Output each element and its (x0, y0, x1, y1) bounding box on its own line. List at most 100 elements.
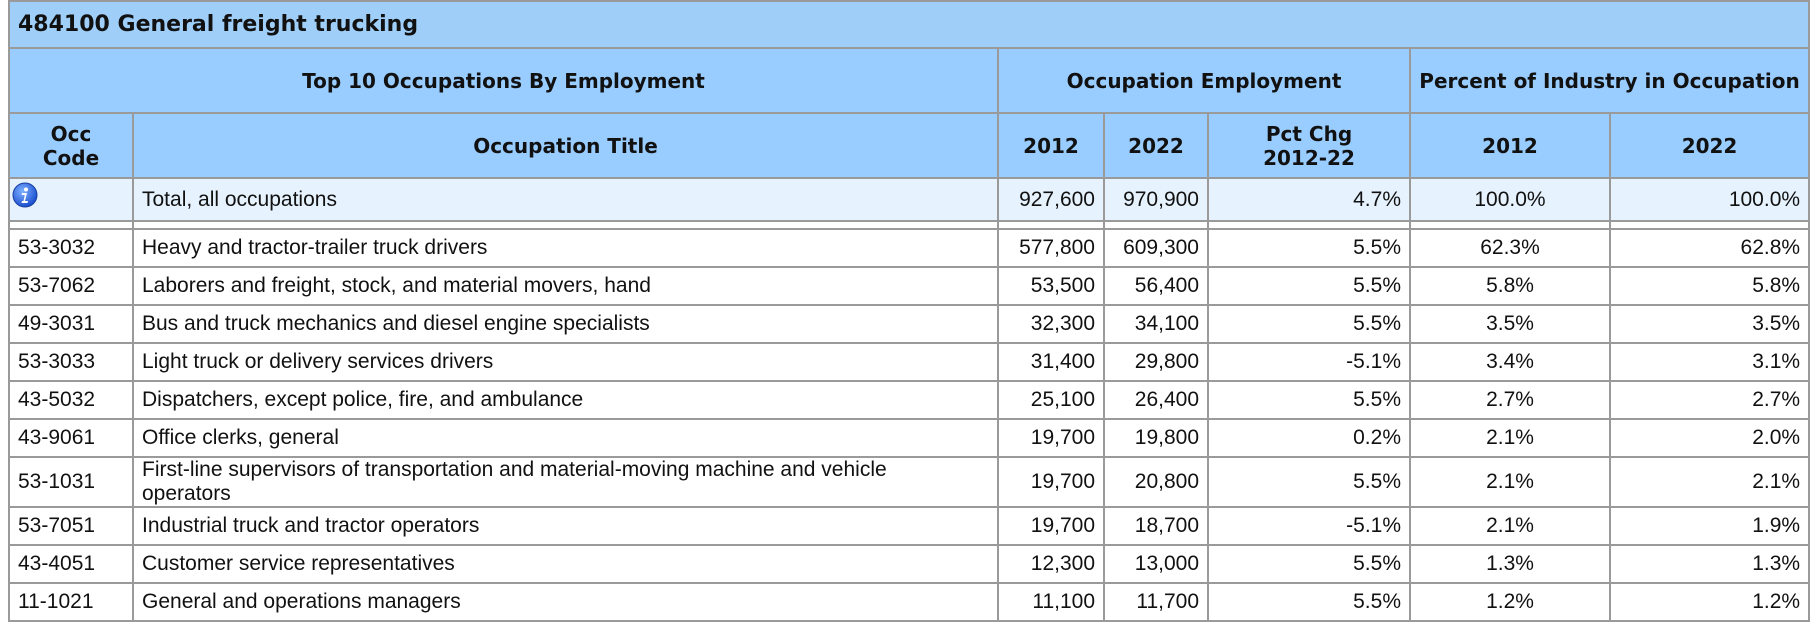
cell-value: 3.1% (1608, 342, 1811, 382)
occupation-title: Total, all occupations (132, 177, 999, 222)
occ-code: 43-5032 (8, 380, 134, 420)
cell-value: 62.8% (1608, 228, 1811, 268)
occupation-title: Laborers and freight, stock, and materia… (132, 266, 999, 306)
data-row: 43-5032 Dispatchers, except police, fire,… (8, 380, 1811, 420)
occupation-title: First-line supervisors of transportation… (132, 456, 999, 508)
cell-value: 26,400 (1103, 380, 1209, 420)
cell-value: 5.5% (1207, 380, 1411, 420)
cell-value: 5.8% (1608, 266, 1811, 306)
cell-value: 13,000 (1103, 544, 1209, 584)
cell-value: 2.1% (1409, 418, 1611, 458)
cell-value: 32,300 (997, 304, 1105, 344)
occ-code: 43-4051 (8, 544, 134, 584)
header-text: Occ Code (42, 121, 100, 170)
cell-value: 18,700 (1103, 506, 1209, 546)
spacer-row (8, 220, 1811, 230)
total-value: 970,900 (1103, 177, 1209, 222)
cell-value: 3.5% (1409, 304, 1611, 344)
title-text: Heavy and tractor-trailer truck drivers (142, 236, 488, 259)
occ-code: 53-3033 (8, 342, 134, 382)
occ-code: 53-1031 (8, 456, 134, 508)
cell-value: 1.2% (1409, 582, 1611, 622)
occupation-table: 484100 General freight trucking Top 10 O… (7, 0, 1811, 622)
table-title: 484100 General freight trucking (7, 0, 1811, 49)
occupation-title: Office clerks, general (132, 418, 999, 458)
group-header: Percent of Industry in Occupation (1408, 47, 1811, 114)
total-value: 100.0% (1608, 177, 1811, 222)
cell-value: 1.3% (1409, 544, 1611, 584)
cell-value: 5.5% (1207, 266, 1411, 306)
cell-value: 11,700 (1103, 582, 1209, 622)
cell-value: -5.1% (1207, 506, 1411, 546)
column-header: Pct Chg 2012-22 (1207, 112, 1411, 179)
total-value: 927,600 (997, 177, 1105, 222)
cell-value: 1.9% (1608, 506, 1811, 546)
occ-code: 11-1021 (8, 582, 134, 622)
cell-value: 2.0% (1608, 418, 1811, 458)
cell-value: 5.5% (1207, 228, 1411, 268)
cell-value: 20,800 (1103, 456, 1209, 508)
cell-value: 19,700 (997, 456, 1105, 508)
cell-value: 56,400 (1103, 266, 1209, 306)
data-row: 11-1021 General and operations managers 11… (8, 582, 1811, 622)
data-row: 53-3032 Heavy and tractor-trailer truck d… (8, 228, 1811, 268)
cell-value: 12,300 (997, 544, 1105, 584)
cell-value: 11,100 (997, 582, 1105, 622)
cell-value: 0.2% (1207, 418, 1411, 458)
cell-value: 25,100 (997, 380, 1105, 420)
data-row: 43-4051 Customer service representatives 1… (8, 544, 1811, 584)
occupation-title: Heavy and tractor-trailer truck drivers (132, 228, 999, 268)
column-header: Occupation Title (132, 112, 999, 179)
cell-value: 19,800 (1103, 418, 1209, 458)
title-text: Customer service representatives (142, 552, 455, 575)
cell-value: 5.5% (1207, 304, 1411, 344)
total-row: Total, all occupations 927,600 970,900 4.7%… (8, 177, 1811, 222)
occupation-title: Industrial truck and tractor operators (132, 506, 999, 546)
cell-value: 3.5% (1608, 304, 1811, 344)
occupation-title: Bus and truck mechanics and diesel engin… (132, 304, 999, 344)
cell-value: 62.3% (1409, 228, 1611, 268)
cell-value: 2.1% (1608, 456, 1811, 508)
cell-value: 5.5% (1207, 544, 1411, 584)
cell-value: 53,500 (997, 266, 1105, 306)
cell-value: -5.1% (1207, 342, 1411, 382)
info-cell (8, 177, 134, 222)
group-header: Occupation Employment (997, 47, 1411, 114)
occupation-title: Dispatchers, except police, fire, and am… (132, 380, 999, 420)
cell-value: 5.8% (1409, 266, 1611, 306)
cell-value: 5.5% (1207, 456, 1411, 508)
info-icon[interactable] (12, 182, 38, 208)
data-row: 53-1031 First-line supervisors of transpo… (8, 456, 1811, 508)
occ-code: 43-9061 (8, 418, 134, 458)
cell-value: 29,800 (1103, 342, 1209, 382)
column-header: 2012 (1409, 112, 1611, 179)
column-header: 2022 (1608, 112, 1811, 179)
title-text: Dispatchers, except police, fire, and am… (142, 388, 584, 411)
occupation-title: Light truck or delivery services drivers (132, 342, 999, 382)
cell-value: 577,800 (997, 228, 1105, 268)
column-header: Occ Code (8, 112, 134, 179)
title-text: General and operations managers (142, 590, 461, 613)
title-text: Laborers and freight, stock, and materia… (142, 274, 651, 297)
title-text: Industrial truck and tractor operators (142, 514, 480, 537)
data-row: 49-3031 Bus and truck mechanics and diese… (8, 304, 1811, 344)
cell-value: 2.1% (1409, 506, 1611, 546)
cell-value: 19,700 (997, 506, 1105, 546)
occupation-title: General and operations managers (132, 582, 999, 622)
data-row: 53-3033 Light truck or delivery services … (8, 342, 1811, 382)
title-text: First-line supervisors of transportation… (142, 458, 887, 505)
cell-value: 2.7% (1409, 380, 1611, 420)
group-header: Top 10 Occupations By Employment (8, 47, 999, 114)
cell-value: 2.7% (1608, 380, 1811, 420)
title-text: Bus and truck mechanics and diesel engin… (142, 312, 650, 335)
cell-value: 2.1% (1409, 456, 1611, 508)
cell-value: 1.2% (1608, 582, 1811, 622)
occ-code: 53-7051 (8, 506, 134, 546)
cell-value: 3.4% (1409, 342, 1611, 382)
column-header: 2022 (1103, 112, 1209, 179)
column-header: 2012 (997, 112, 1105, 179)
data-row: 53-7062 Laborers and freight, stock, and … (8, 266, 1811, 306)
cell-value: 31,400 (997, 342, 1105, 382)
total-value: 100.0% (1409, 177, 1611, 222)
